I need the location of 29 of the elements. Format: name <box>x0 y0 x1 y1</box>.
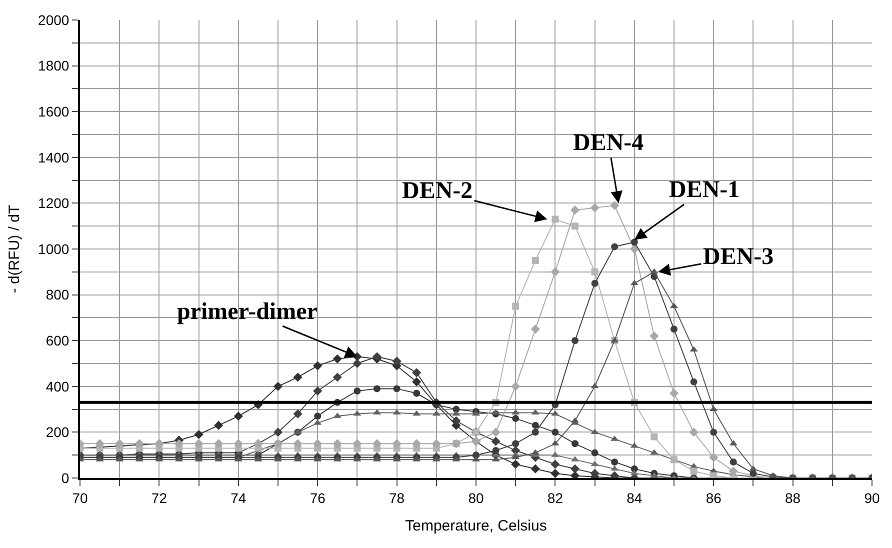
y-tick-label: 1800 <box>38 58 70 74</box>
y-tick-label: 200 <box>46 424 70 440</box>
annotation: DEN-2 <box>402 178 473 204</box>
y-tick-label: 600 <box>46 332 70 348</box>
x-tick-label: 70 <box>72 490 88 506</box>
x-tick-label: 88 <box>785 490 801 506</box>
y-tick-label: 400 <box>46 378 70 394</box>
annotation: DEN-3 <box>703 244 774 270</box>
annotation: DEN-4 <box>573 130 644 156</box>
x-tick-label: 76 <box>310 490 326 506</box>
y-tick-label: 0 <box>61 470 70 486</box>
annotation: primer-dimer <box>177 299 318 325</box>
y-tick-label: 1200 <box>38 195 70 212</box>
x-axis-title: Temperature, Celsius <box>405 517 547 534</box>
x-tick-label: 82 <box>547 490 564 506</box>
y-tick-label: 1000 <box>38 240 70 257</box>
y-tick-label: 800 <box>46 286 70 303</box>
x-tick-label: 84 <box>626 490 642 506</box>
y-axis-title: - d(RFU) / dT <box>6 204 23 294</box>
x-tick-label: 80 <box>468 490 484 506</box>
x-tick-label: 72 <box>151 490 168 506</box>
x-tick-label: 78 <box>389 490 405 506</box>
x-tick-label: 74 <box>230 490 246 506</box>
y-tick-label: 1400 <box>38 149 70 166</box>
x-tick-label: 86 <box>706 490 722 506</box>
y-tick-label: 1600 <box>38 104 70 120</box>
y-tick-label: 2000 <box>38 12 70 28</box>
x-tick-label: 90 <box>864 490 880 506</box>
annotation: DEN-1 <box>669 177 740 203</box>
